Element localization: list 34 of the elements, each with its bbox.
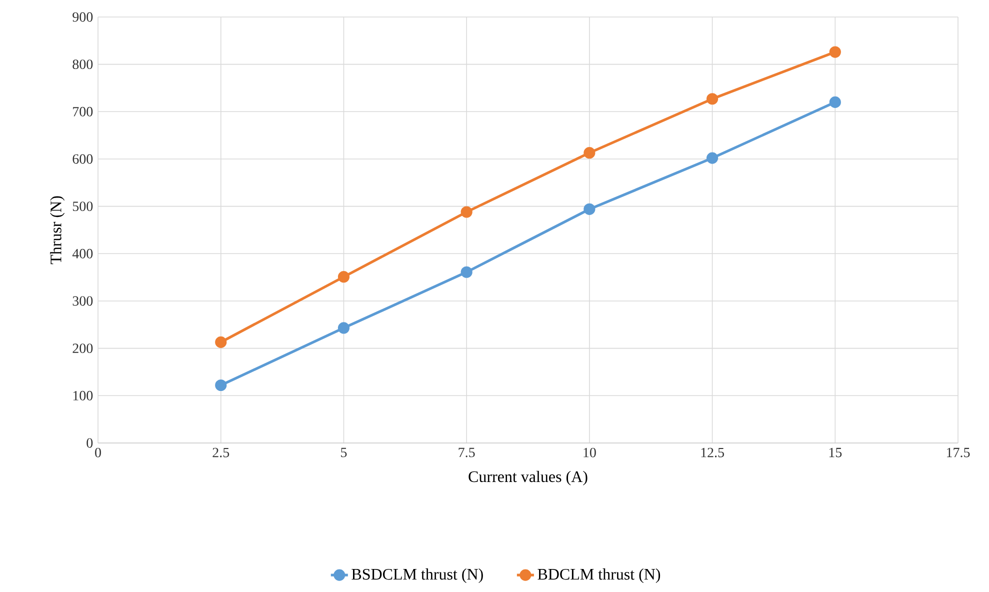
x-tick-label: 17.5 bbox=[946, 448, 970, 458]
x-tick-label: 2.5 bbox=[212, 448, 230, 458]
y-tick-label: 0 bbox=[86, 438, 93, 448]
point bbox=[829, 46, 841, 58]
legend-label: BSDCLM thrust (N) bbox=[352, 568, 483, 583]
point bbox=[338, 322, 350, 334]
point bbox=[584, 147, 596, 159]
point bbox=[829, 96, 841, 108]
x-tick-label: 10 bbox=[584, 448, 596, 458]
y-tick-label: 500 bbox=[72, 202, 93, 212]
point bbox=[460, 206, 472, 218]
y-tick-label: 100 bbox=[73, 390, 93, 400]
point bbox=[706, 93, 718, 105]
y-tick-label: 700 bbox=[73, 106, 93, 116]
x-tick-label: 7.5 bbox=[458, 448, 475, 458]
y-tick-label: 200 bbox=[72, 344, 93, 354]
x-axis-title: Current values (A) bbox=[468, 470, 588, 486]
x-tick-label: 5 bbox=[341, 448, 347, 458]
point bbox=[215, 336, 227, 348]
point bbox=[706, 152, 718, 164]
point bbox=[215, 379, 227, 392]
point bbox=[338, 271, 350, 283]
x-tick-label: 12.5 bbox=[701, 448, 724, 458]
y-tick-label: 800 bbox=[72, 60, 93, 70]
legend-label: BDCLM thrust (N) bbox=[538, 568, 660, 583]
y-tick-label: 600 bbox=[72, 154, 93, 164]
point bbox=[460, 266, 472, 278]
y-tick-label: 400 bbox=[72, 248, 93, 258]
x-tick-label: 0 bbox=[95, 448, 101, 458]
y-tick-label: 300 bbox=[72, 296, 93, 306]
x-tick-label: 15 bbox=[829, 448, 842, 458]
y-axis-title: Thrusr (N) bbox=[50, 196, 65, 264]
point bbox=[584, 203, 596, 215]
y-tick-label: 900 bbox=[72, 12, 93, 22]
